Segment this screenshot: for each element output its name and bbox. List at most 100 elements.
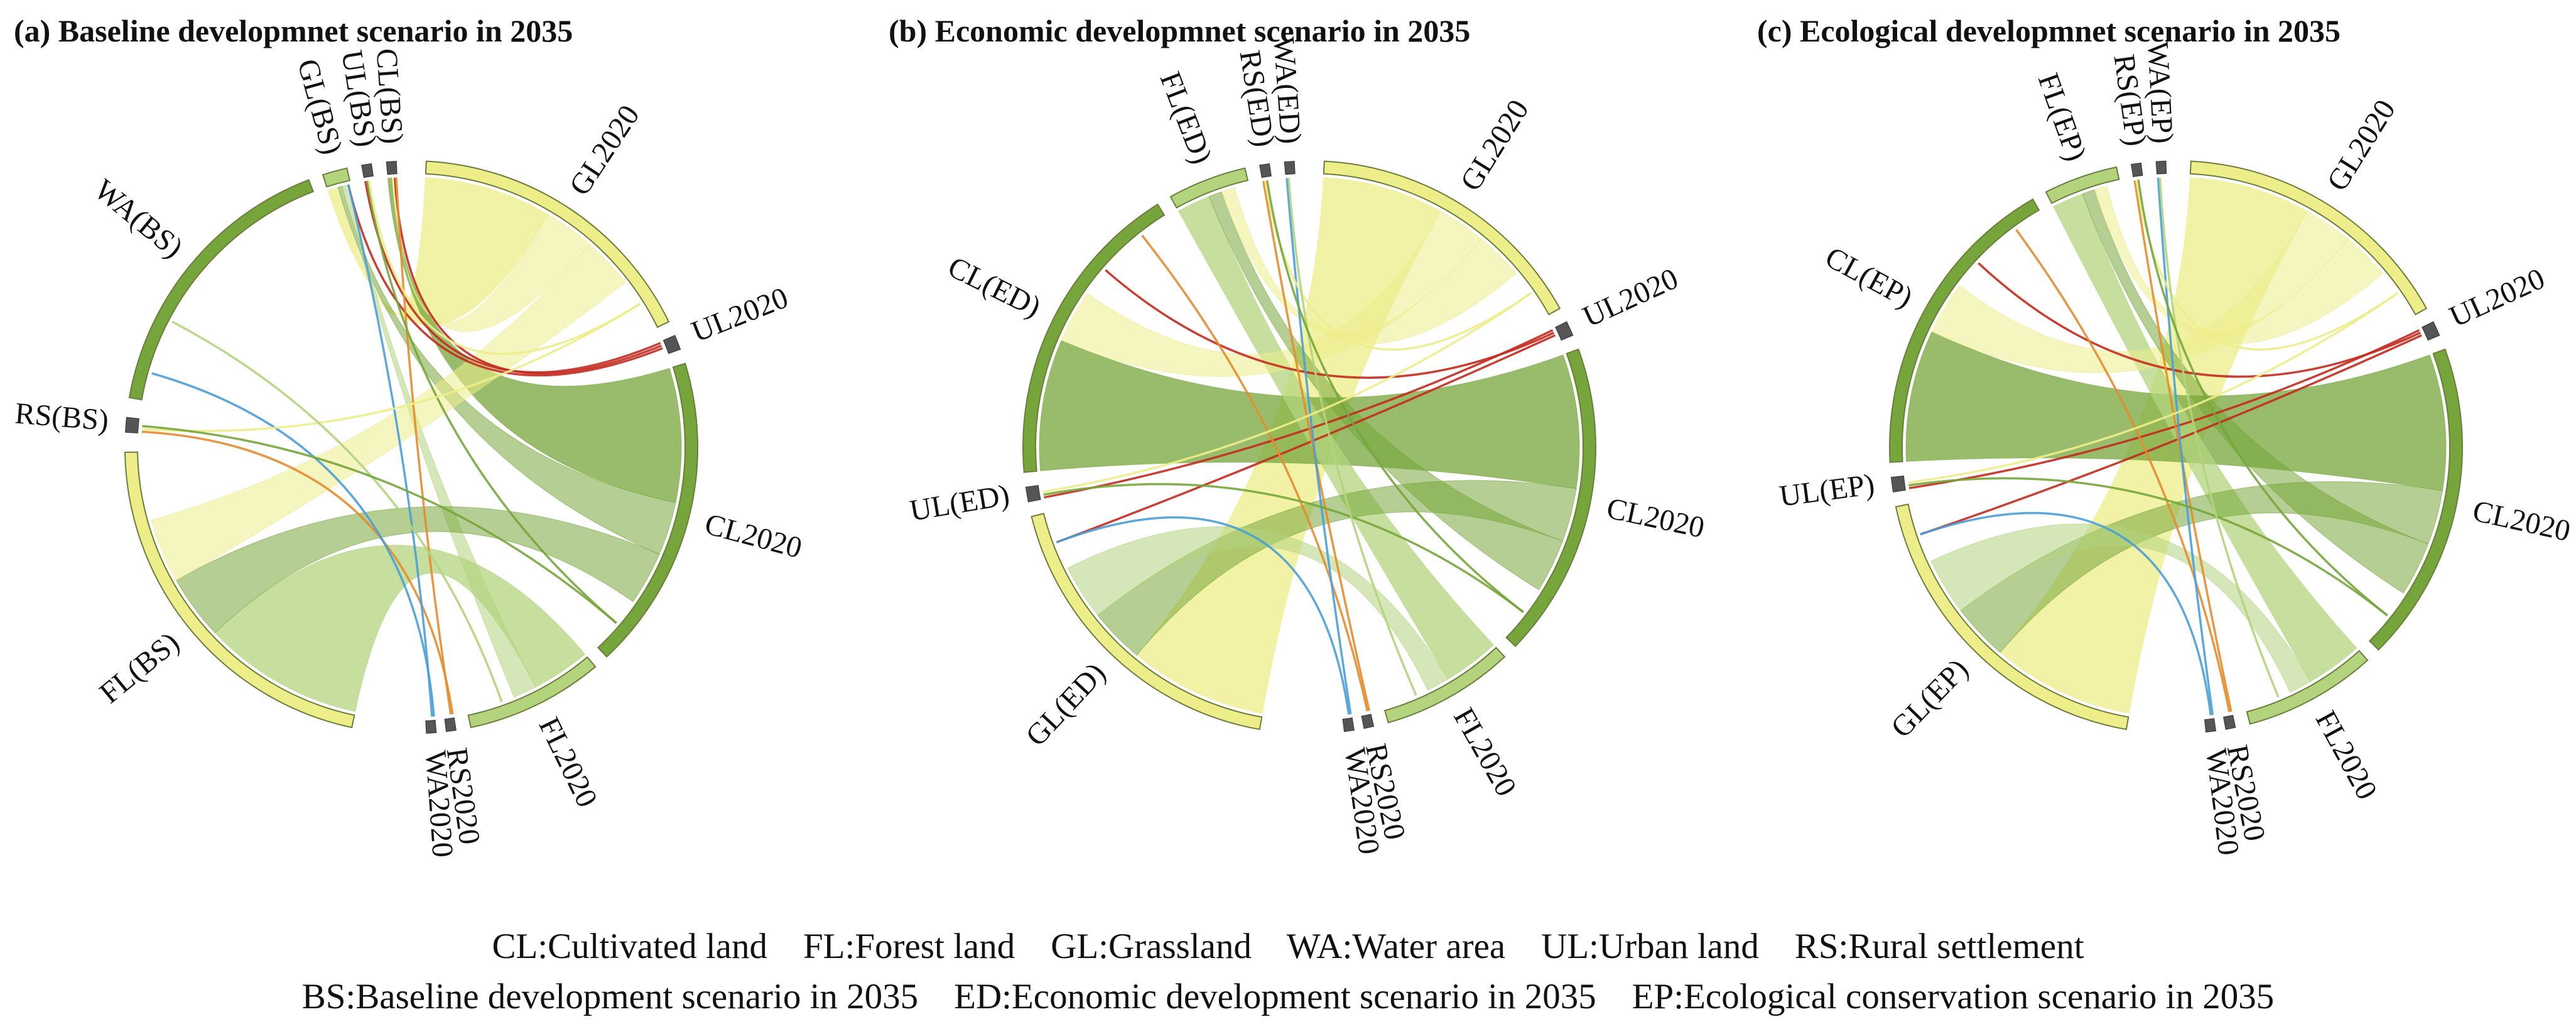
segment-arc-waep [2155,160,2167,175]
chord-line-rs2020-to-rs-s [141,430,454,715]
chord-line-fl2020-to-wa-s [171,320,503,702]
chord-line-gl2020-to-ul-s [1042,292,1532,493]
segment-arc-fl2020 [2246,650,2369,725]
chord-line-ul2020-to-gl-s [1920,334,2423,536]
chord-line-cl2020-to-ul-s [1908,477,2388,617]
segment-arc-glbs [322,167,351,188]
chord-line-cl2020-to-rs-s [2137,179,2388,617]
chord-ribbon-cl2020-to-fl-s [176,506,660,633]
segment-arc-fled [1169,167,1249,209]
segment-arc-fl2020 [467,656,597,729]
segment-arc-cled [1022,203,1166,473]
segment-label-waed: WA(ED) [1267,36,1307,145]
segment-label-clbs: CL(BS) [370,47,409,144]
segment-arc-ul2020 [1555,321,1574,341]
segment-label-gled: GL(ED) [1019,656,1112,753]
chord-ribbons-economic [1039,177,1580,715]
chord-line-rs2020-to-rs-s [2133,180,2232,712]
segment-label-wa2020: WA2020 [419,749,460,859]
segment-arc-ulep [1890,476,1906,493]
segment-arc-rs2020 [444,717,457,732]
segment-label-cl2020: CL2020 [701,507,806,565]
chord-ribbon-fl2020-to-fl-s [2053,193,2357,682]
chord-line-wa2020-to-gl-s [347,184,433,717]
segment-arc-flbs [124,451,355,729]
chord-line-rs2020-to-cl-s [2015,229,2231,712]
panel-title-baseline: (a) Baseline developmnet scenario in 203… [14,13,573,48]
chord-ribbon-fl2020-to-fl-s [1177,196,1494,680]
segment-arc-rs2020 [2223,714,2236,730]
segment-arc-rsbs [125,416,139,433]
segment-label-flep: FL(EP) [2032,69,2093,165]
legend-scenarios: BS:Baseline development scenario in 2035… [302,977,2275,1016]
segment-label-gl2020: GL2020 [1454,94,1535,197]
segment-label-glep: GL(EP) [1885,653,1975,744]
legend-land-types: CL:Cultivated land FL:Forest land GL:Gra… [492,927,2084,966]
segment-arc-wabs [128,178,315,401]
segment-label-fl2020: FL2020 [2309,705,2384,805]
segment-label-cl2020: CL2020 [1604,491,1707,545]
segment-label-ulep: UL(EP) [1777,467,1876,513]
segment-label-ul2020: UL2020 [1578,262,1684,334]
segment-arc-fl2020 [1383,646,1506,724]
segment-arc-cl2020 [2368,348,2463,651]
segment-label-gl2020: GL2020 [2320,94,2402,197]
segment-arc-wa2020 [2204,718,2217,733]
chord-ribbon-gl2020-to-cl-s [391,177,591,332]
segment-label-wabs: WA(BS) [88,173,189,264]
chord-line-cl2020-to-rs-s [142,425,617,624]
segment-arc-gl2020 [2189,160,2428,315]
segment-label-ul2020: UL2020 [687,281,793,349]
chord-line-ul2020-to-gl-s [347,184,663,377]
chord-ribbon-gl2020-to-gl-s [327,177,549,326]
chord-ribbon-gl2020-to-fl-s [2094,185,2384,344]
segment-arc-ul2020 [663,335,681,354]
segment-arc-gl2020 [1323,160,1561,315]
chord-line-ul2020-to-ul-s [1044,329,1554,499]
chord-ribbon-fl2020-to-gl-s [342,185,536,698]
segment-arc-gl2020 [425,160,670,329]
chord-line-ul2020-to-cl-s [394,177,663,375]
chord-ribbons-baseline [141,177,682,717]
chord-line-gl2020-to-rs-s [141,303,641,432]
segment-label-rsbs: RS(BS) [14,396,110,437]
segment-arc-waed [1284,161,1296,175]
segment-label-gl2020: GL2020 [563,99,646,202]
chord-line-gl2020-to-ul-s [368,180,641,356]
chord-line-cl2020-to-ul-s [1043,482,1524,613]
panel-baseline: (a) Baseline developmnet scenario in 203… [14,13,806,859]
chord-line-ul2020-to-ul-s [1908,329,2420,489]
segment-label-clep: CL(EP) [1820,241,1918,315]
segment-label-waep: WA(EP) [2141,41,2179,144]
segment-arc-uled [1025,485,1041,503]
segment-label-cled: CL(ED) [943,250,1046,324]
segment-label-flbs: FL(BS) [94,626,186,710]
segment-label-ul2020: UL2020 [2445,262,2550,334]
segment-arc-ul2020 [2422,321,2440,341]
chord-line-cl2020-to-ul-s [366,180,617,624]
segment-arc-glep [1895,503,2130,731]
panel-economic: (b) Economic developmnet scenario in 203… [889,13,1707,856]
segment-arc-rs2020 [1361,714,1375,729]
chord-line-ul2020-to-cl-s [1105,269,1555,379]
chord-line-fl2020-to-wa-s [2158,177,2280,698]
chord-ribbon-cl2020-to-fl-s [2082,189,2429,594]
segment-label-uled: UL(ED) [907,478,1012,528]
panel-title-economic: (b) Economic developmnet scenario in 203… [889,13,1470,48]
segment-arc-clbs [386,161,398,175]
chord-line-wa2020-to-wa-s [2157,177,2214,716]
panel-title-ecological: (c) Ecological developmnet scenario in 2… [1757,13,2341,48]
chord-line-gl2020-to-ul-s [1908,292,2399,484]
chord-segments-baseline: GL2020UL2020CL2020FL2020RS2020WA2020FL(B… [14,47,806,858]
segment-label-fl2020: FL2020 [1447,702,1523,802]
chord-ribbon-cl2020-to-fl-s [1208,191,1563,591]
chord-line-wa2020-to-gl-s [1920,511,2212,716]
chord-line-cl2020-to-rs-s [1266,180,1524,613]
segment-arc-clep [1889,198,2040,463]
chord-line-ul2020-to-gl-s [1056,334,1556,543]
chord-ribbon-cl2020-to-gl-s [337,185,676,555]
chord-line-ul2020-to-cl-s [1978,262,2422,378]
chord-line-wa2020-to-wa-s [1285,178,1352,715]
segment-arc-wa2020 [1342,717,1355,732]
